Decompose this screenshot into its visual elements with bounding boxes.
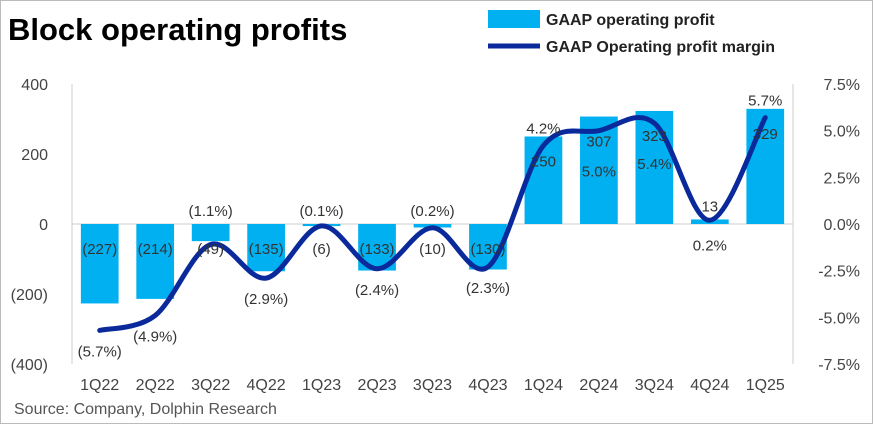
bar xyxy=(635,110,674,224)
x-tick-label: 1Q24 xyxy=(524,377,563,394)
bar xyxy=(191,224,230,242)
right-tick-label: 2.5% xyxy=(824,170,860,187)
margin-data-label: (0.1%) xyxy=(299,203,343,220)
bar-data-label: (135) xyxy=(249,241,284,258)
bar-data-label: (227) xyxy=(82,241,117,258)
margin-data-label: (2.9%) xyxy=(244,291,288,308)
bar-data-label: (130) xyxy=(470,241,505,258)
margin-data-label: (0.2%) xyxy=(410,203,454,220)
margin-data-label: 5.0% xyxy=(582,164,616,181)
x-tick-label: 3Q23 xyxy=(413,377,452,394)
x-tick-label: 4Q24 xyxy=(690,377,729,394)
bar-data-label: (10) xyxy=(419,241,446,258)
left-tick-label: 400 xyxy=(21,77,48,94)
right-tick-label: -5.0% xyxy=(818,310,860,327)
x-tick-label: 1Q22 xyxy=(80,377,119,394)
right-tick-label: 0.0% xyxy=(824,217,860,234)
margin-data-label: 0.2% xyxy=(693,237,727,254)
x-tick-label: 2Q22 xyxy=(136,377,175,394)
x-tick-label: 2Q23 xyxy=(357,377,396,394)
right-tick-label: 5.0% xyxy=(824,124,860,141)
x-tick-label: 3Q22 xyxy=(191,377,230,394)
bar xyxy=(746,108,785,224)
right-tick-label: -7.5% xyxy=(818,357,860,374)
bar xyxy=(80,224,119,304)
right-tick-label: -2.5% xyxy=(818,264,860,281)
legend-line-label: GAAP Operating profit margin xyxy=(546,39,775,56)
bar-data-label: (133) xyxy=(360,241,395,258)
x-tick-label: 3Q24 xyxy=(635,377,674,394)
margin-data-label: (5.7%) xyxy=(78,343,122,360)
x-tick-label: 1Q23 xyxy=(302,377,341,394)
legend-bar-swatch xyxy=(488,10,540,28)
chart-title: Block operating profits xyxy=(8,12,348,47)
left-tick-label: 200 xyxy=(21,147,48,164)
legend-bar-label: GAAP operating profit xyxy=(546,12,715,29)
margin-data-label: (1.1%) xyxy=(189,203,233,220)
bar-data-label: (6) xyxy=(312,241,330,258)
bar-data-label: 250 xyxy=(531,154,556,171)
x-tick-label: 1Q25 xyxy=(746,377,785,394)
x-tick-label: 4Q22 xyxy=(247,377,286,394)
margin-data-label: 4.2% xyxy=(526,121,560,138)
source-note: Source: Company, Dolphin Research xyxy=(14,401,277,418)
bar-data-label: 307 xyxy=(586,134,611,151)
left-tick-label: (200) xyxy=(11,287,48,304)
margin-data-label: 5.7% xyxy=(748,93,782,110)
bar xyxy=(580,116,618,224)
margin-data-label: (2.3%) xyxy=(466,280,510,297)
bar xyxy=(524,136,563,224)
bar xyxy=(136,224,175,299)
margin-data-label: 5.4% xyxy=(637,156,671,173)
bar-data-label: 323 xyxy=(642,128,667,145)
bar-data-label: (49) xyxy=(197,241,224,258)
margin-data-label: (2.4%) xyxy=(355,282,399,299)
margin-line xyxy=(97,115,768,333)
bar xyxy=(247,224,285,272)
bar-data-label: (214) xyxy=(138,241,173,258)
x-tick-label: 2Q24 xyxy=(579,377,618,394)
bar-data-label: 329 xyxy=(753,126,778,143)
right-tick-label: 7.5% xyxy=(824,77,860,94)
left-tick-label: 0 xyxy=(39,217,48,234)
left-tick-label: (400) xyxy=(11,357,48,374)
x-tick-label: 4Q23 xyxy=(468,377,507,394)
bar-data-label: 13 xyxy=(701,198,718,215)
margin-data-label: (4.9%) xyxy=(133,328,177,345)
